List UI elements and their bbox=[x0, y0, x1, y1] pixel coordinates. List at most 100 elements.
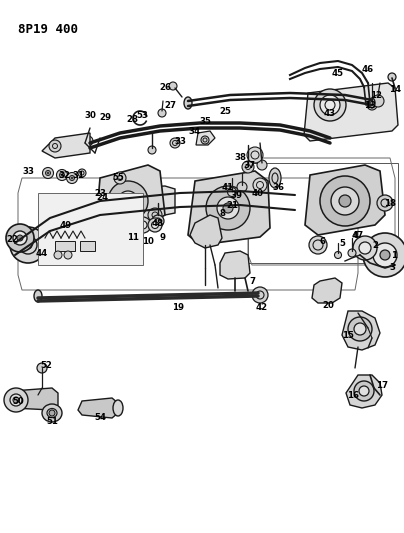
Text: 16: 16 bbox=[347, 391, 359, 400]
Circle shape bbox=[201, 136, 209, 144]
Text: 21: 21 bbox=[226, 200, 238, 209]
Text: 3: 3 bbox=[389, 263, 395, 272]
Circle shape bbox=[10, 394, 22, 406]
Text: 8P19 400: 8P19 400 bbox=[18, 23, 78, 36]
Circle shape bbox=[339, 195, 351, 207]
Text: 19: 19 bbox=[172, 303, 184, 312]
Circle shape bbox=[373, 243, 397, 267]
Polygon shape bbox=[8, 388, 58, 410]
Ellipse shape bbox=[34, 290, 42, 302]
Circle shape bbox=[227, 188, 236, 197]
Polygon shape bbox=[42, 133, 90, 158]
Text: 4: 4 bbox=[353, 231, 359, 240]
Circle shape bbox=[13, 231, 27, 245]
Text: 46: 46 bbox=[362, 66, 374, 75]
Circle shape bbox=[135, 217, 151, 233]
Text: 26: 26 bbox=[159, 84, 171, 93]
Circle shape bbox=[121, 214, 139, 232]
Ellipse shape bbox=[269, 168, 281, 188]
Circle shape bbox=[13, 397, 19, 403]
Text: 36: 36 bbox=[272, 183, 284, 192]
Text: 7: 7 bbox=[249, 277, 255, 286]
Polygon shape bbox=[312, 278, 342, 303]
Text: 33: 33 bbox=[174, 136, 186, 146]
Text: 29: 29 bbox=[99, 112, 111, 122]
Circle shape bbox=[353, 236, 377, 260]
Ellipse shape bbox=[255, 290, 261, 300]
Text: 28: 28 bbox=[126, 116, 138, 125]
Polygon shape bbox=[304, 83, 398, 141]
Text: 31: 31 bbox=[72, 172, 84, 181]
Circle shape bbox=[247, 147, 263, 163]
Circle shape bbox=[354, 381, 374, 401]
Circle shape bbox=[170, 138, 180, 148]
Circle shape bbox=[49, 140, 61, 152]
Text: 25: 25 bbox=[219, 107, 231, 116]
Text: 8: 8 bbox=[219, 208, 225, 217]
Circle shape bbox=[71, 177, 73, 179]
Bar bbox=[80, 241, 95, 251]
Ellipse shape bbox=[369, 98, 375, 108]
Text: 49: 49 bbox=[60, 221, 72, 230]
Circle shape bbox=[42, 167, 53, 179]
Bar bbox=[55, 241, 75, 251]
Bar bbox=[38, 193, 143, 265]
Text: 2: 2 bbox=[372, 240, 378, 249]
Text: 15: 15 bbox=[342, 330, 354, 340]
Ellipse shape bbox=[42, 404, 62, 422]
Bar bbox=[248, 163, 398, 263]
Text: 43: 43 bbox=[324, 109, 336, 117]
Ellipse shape bbox=[113, 400, 123, 416]
Circle shape bbox=[57, 169, 67, 181]
Text: 48: 48 bbox=[152, 219, 164, 228]
Text: 38: 38 bbox=[234, 154, 246, 163]
Circle shape bbox=[372, 95, 384, 107]
Circle shape bbox=[331, 187, 359, 215]
Circle shape bbox=[56, 216, 70, 230]
Polygon shape bbox=[96, 165, 165, 233]
Text: 14: 14 bbox=[389, 85, 401, 94]
Polygon shape bbox=[342, 311, 380, 350]
Circle shape bbox=[152, 215, 164, 227]
Polygon shape bbox=[188, 171, 270, 245]
Text: 54: 54 bbox=[94, 414, 106, 423]
Text: 33: 33 bbox=[22, 166, 34, 175]
Circle shape bbox=[380, 250, 390, 260]
Circle shape bbox=[253, 178, 267, 192]
Circle shape bbox=[257, 160, 267, 170]
Circle shape bbox=[206, 186, 250, 230]
Text: 44: 44 bbox=[36, 248, 48, 257]
Text: 37: 37 bbox=[244, 160, 256, 169]
Text: 45: 45 bbox=[332, 69, 344, 77]
Circle shape bbox=[158, 109, 166, 117]
Circle shape bbox=[123, 218, 133, 228]
Circle shape bbox=[377, 195, 393, 211]
Circle shape bbox=[155, 218, 161, 224]
Circle shape bbox=[348, 249, 356, 257]
Text: 42: 42 bbox=[256, 303, 268, 312]
Circle shape bbox=[139, 221, 147, 229]
Ellipse shape bbox=[184, 97, 192, 109]
Text: 52: 52 bbox=[40, 360, 52, 369]
Circle shape bbox=[309, 236, 327, 254]
Text: 41: 41 bbox=[222, 183, 234, 192]
Polygon shape bbox=[346, 375, 382, 408]
Text: 1: 1 bbox=[391, 252, 397, 261]
Circle shape bbox=[242, 161, 254, 173]
Circle shape bbox=[354, 323, 366, 335]
Text: 12: 12 bbox=[370, 91, 382, 100]
Circle shape bbox=[6, 224, 34, 252]
Text: 34: 34 bbox=[189, 126, 201, 135]
Circle shape bbox=[124, 197, 132, 205]
Text: 18: 18 bbox=[384, 198, 396, 207]
Text: 30: 30 bbox=[84, 111, 96, 120]
Circle shape bbox=[348, 317, 372, 341]
Text: 50: 50 bbox=[12, 397, 24, 406]
Text: 10: 10 bbox=[142, 237, 154, 246]
Circle shape bbox=[49, 410, 55, 416]
Circle shape bbox=[24, 241, 32, 249]
Text: 22: 22 bbox=[6, 235, 18, 244]
Text: 23: 23 bbox=[94, 189, 106, 198]
Circle shape bbox=[83, 136, 93, 146]
Text: 51: 51 bbox=[46, 416, 58, 425]
